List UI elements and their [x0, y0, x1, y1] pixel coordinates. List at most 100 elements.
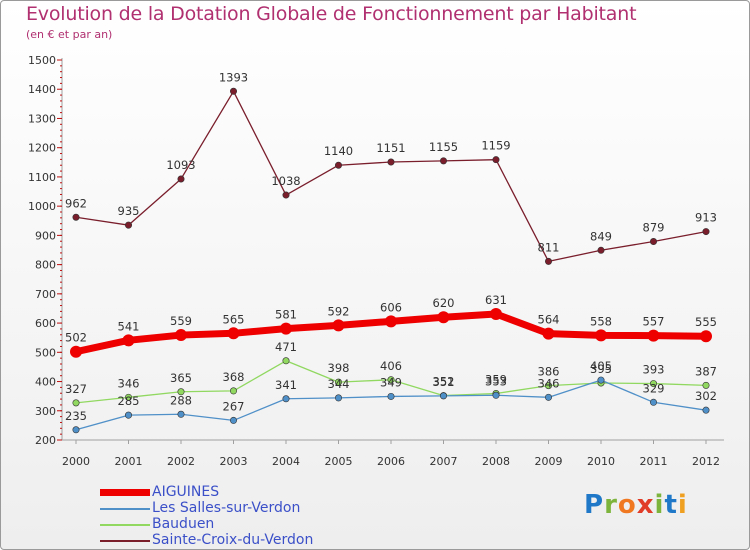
data-label: 606 — [380, 300, 402, 314]
data-label: 327 — [65, 382, 87, 396]
data-point — [177, 410, 185, 418]
data-point — [72, 426, 80, 434]
data-label: 1155 — [429, 140, 458, 154]
data-point — [702, 228, 710, 236]
x-tick-label: 2006 — [377, 455, 405, 468]
y-tick-label: 1300 — [28, 112, 56, 125]
logo-letter: x — [636, 490, 655, 520]
x-tick-label: 2002 — [167, 455, 195, 468]
legend-label: Les Salles-sur-Verdon — [152, 500, 301, 516]
data-point — [492, 156, 500, 164]
data-point — [649, 398, 657, 406]
data-point — [597, 246, 605, 254]
data-label: 387 — [695, 364, 717, 378]
data-label: 405 — [590, 359, 612, 373]
x-tick-label: 2004 — [272, 455, 300, 468]
data-label: 349 — [380, 375, 402, 389]
x-tick-label: 2008 — [482, 455, 510, 468]
data-point — [72, 399, 80, 407]
data-point — [437, 311, 450, 324]
chart-legend: AIGUINES Les Salles-sur-Verdon Bauduen S… — [100, 484, 313, 548]
x-tick-label: 2005 — [325, 455, 353, 468]
logo-letter: t — [664, 490, 678, 520]
y-tick-label: 700 — [35, 288, 56, 301]
logo-letter: r — [604, 490, 618, 520]
data-point — [595, 329, 607, 342]
legend-item: Bauduen — [100, 516, 313, 532]
y-tick-label: 1100 — [28, 171, 56, 184]
logo-letter: i — [654, 490, 665, 520]
data-point — [177, 388, 185, 396]
data-label: 395 — [590, 362, 612, 376]
data-label: 302 — [695, 389, 717, 403]
data-label: 913 — [695, 211, 717, 225]
y-tick-label: 1500 — [28, 54, 56, 67]
data-point — [177, 175, 185, 183]
data-label: 235 — [65, 409, 87, 423]
data-label: 620 — [433, 296, 455, 310]
data-point — [702, 381, 710, 389]
y-tick-label: 500 — [35, 346, 56, 359]
data-label: 1140 — [324, 144, 353, 158]
legend-label: Sainte-Croix-du-Verdon — [152, 532, 314, 548]
data-point — [647, 329, 660, 342]
logo-letter: P — [584, 490, 605, 520]
data-point — [280, 322, 292, 335]
y-tick-label: 300 — [35, 405, 56, 418]
data-point — [700, 330, 712, 343]
data-point — [334, 378, 342, 386]
data-point — [125, 411, 133, 419]
data-point — [282, 191, 290, 199]
data-label: 393 — [643, 363, 665, 377]
data-point — [230, 387, 238, 395]
data-point — [544, 382, 552, 390]
data-label: 359 — [485, 373, 507, 387]
data-point — [597, 376, 605, 384]
data-point — [439, 157, 447, 165]
data-point — [334, 394, 342, 402]
data-point — [649, 380, 657, 388]
data-label: 1093 — [166, 158, 195, 172]
data-label: 559 — [170, 314, 192, 328]
y-tick-label: 1000 — [28, 200, 56, 213]
data-label: 346 — [118, 376, 140, 390]
legend-swatch — [100, 489, 150, 496]
x-tick-label: 2011 — [640, 455, 668, 468]
data-label: 581 — [275, 308, 297, 322]
data-label: 288 — [170, 393, 192, 407]
x-tick-label: 2012 — [692, 455, 720, 468]
data-point — [387, 376, 395, 384]
data-label: 557 — [643, 315, 665, 329]
logo-letter: o — [617, 490, 637, 520]
data-label: 386 — [538, 365, 560, 379]
data-label: 558 — [590, 314, 612, 328]
legend-item: Sainte-Croix-du-Verdon — [100, 532, 313, 548]
data-label: 1159 — [481, 139, 510, 153]
data-label: 564 — [538, 313, 560, 327]
data-label: 592 — [328, 304, 350, 318]
data-label: 368 — [223, 370, 245, 384]
data-point — [544, 257, 552, 265]
data-label: 285 — [118, 394, 140, 408]
data-point — [492, 391, 500, 399]
data-label: 353 — [485, 374, 507, 388]
data-label: 344 — [328, 377, 350, 391]
x-tick-label: 2009 — [535, 455, 563, 468]
y-tick-label: 200 — [35, 434, 56, 447]
data-label: 1151 — [376, 141, 405, 155]
data-point — [332, 319, 345, 332]
data-point — [125, 393, 133, 401]
data-label: 541 — [118, 319, 140, 333]
data-point — [439, 392, 447, 400]
legend-label: Bauduen — [152, 516, 215, 532]
data-label: 502 — [65, 331, 87, 345]
data-label: 351 — [433, 375, 455, 389]
x-tick-label: 2001 — [115, 455, 143, 468]
y-tick-label: 1400 — [28, 83, 56, 96]
x-tick-label: 2003 — [220, 455, 248, 468]
data-label: 352 — [433, 375, 455, 389]
data-point — [490, 308, 502, 321]
data-point — [230, 87, 238, 95]
data-label: 346 — [538, 376, 560, 390]
